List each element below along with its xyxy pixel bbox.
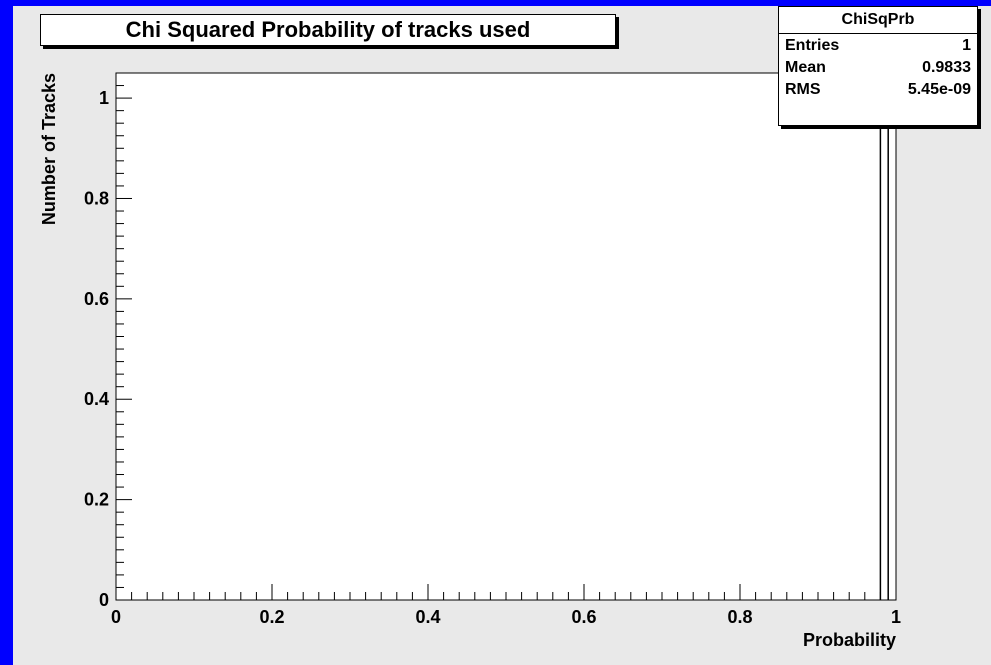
stats-mean-label: Mean bbox=[785, 59, 826, 76]
y-tick-label: 0.4 bbox=[84, 389, 109, 409]
x-axis-label: Probability bbox=[803, 630, 896, 650]
stats-name: ChiSqPrb bbox=[779, 7, 977, 34]
stats-box: ChiSqPrb Entries 1 Mean 0.9833 RMS 5.45e… bbox=[778, 6, 978, 126]
y-tick-label: 1 bbox=[99, 88, 109, 108]
x-tick-label: 0.8 bbox=[727, 607, 752, 627]
stats-entries-value: 1 bbox=[962, 37, 971, 54]
y-tick-label: 0 bbox=[99, 590, 109, 610]
x-tick-label: 0.4 bbox=[415, 607, 440, 627]
y-tick-label: 0.2 bbox=[84, 490, 109, 510]
stats-row-rms: RMS 5.45e-09 bbox=[779, 78, 977, 100]
stats-row-entries: Entries 1 bbox=[779, 34, 977, 56]
stats-rms-value: 5.45e-09 bbox=[907, 81, 971, 98]
stats-entries-label: Entries bbox=[785, 37, 840, 54]
x-tick-label: 0 bbox=[111, 607, 121, 627]
stats-row-mean: Mean 0.9833 bbox=[779, 56, 977, 78]
x-tick-label: 0.2 bbox=[259, 607, 284, 627]
x-tick-label: 1 bbox=[891, 607, 901, 627]
plot-canvas: 0 0.2 0.4 0.6 0.8 1 0 0.2 0.4 0.6 0.8 1 Probability N… bbox=[13, 6, 991, 665]
x-tick-label: 0.6 bbox=[571, 607, 596, 627]
plot-area bbox=[115, 72, 897, 601]
chart-title: Chi Squared Probability of tracks used bbox=[40, 14, 616, 46]
stats-rms-label: RMS bbox=[785, 81, 821, 98]
y-tick-label: 0.8 bbox=[84, 188, 109, 208]
y-axis-label: Number of Tracks bbox=[39, 73, 59, 225]
histogram-chart: 0 0.2 0.4 0.6 0.8 1 0 0.2 0.4 0.6 0.8 1 Probability N… bbox=[39, 72, 901, 650]
stats-mean-value: 0.9833 bbox=[922, 59, 971, 76]
y-tick-label: 0.6 bbox=[84, 289, 109, 309]
